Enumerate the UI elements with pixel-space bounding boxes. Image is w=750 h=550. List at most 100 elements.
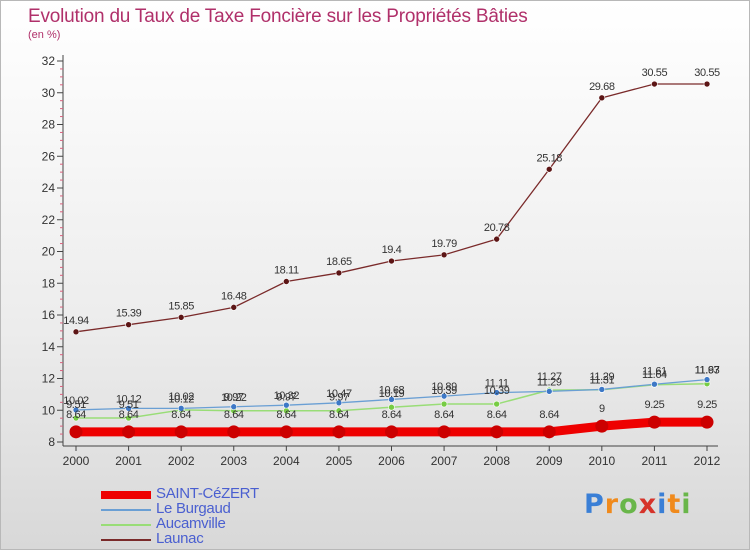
legend-item: Le Burgaud — [101, 500, 321, 517]
data-label-0: 8.64 — [119, 409, 139, 421]
data-point-2 — [440, 400, 448, 408]
data-point-0 — [332, 425, 346, 439]
data-label-1: 10.32 — [274, 390, 300, 402]
x-tick-label: 2009 — [536, 454, 563, 468]
data-point-3 — [440, 251, 448, 259]
x-tick-label: 2012 — [694, 454, 721, 468]
y-tick-label: 10 — [42, 403, 56, 417]
data-point-3 — [703, 80, 711, 88]
data-label-1: 11.31 — [589, 374, 614, 386]
data-point-2 — [335, 407, 343, 415]
y-tick-label: 32 — [42, 54, 56, 68]
chart-subtitle: (en %) — [28, 29, 61, 41]
y-tick-label: 26 — [42, 149, 56, 163]
data-point-3 — [177, 314, 185, 321]
data-label-2: 9.97 — [276, 392, 296, 404]
data-point-1 — [440, 392, 448, 400]
data-point-3 — [545, 165, 553, 173]
data-label-0: 8.64 — [171, 409, 191, 421]
data-label-3: 15.85 — [168, 300, 194, 312]
data-label-2: 9.97 — [329, 392, 349, 404]
data-point-1 — [335, 399, 343, 407]
data-point-1 — [125, 405, 132, 412]
y-tick-label: 20 — [42, 245, 56, 259]
data-label-0: 9.25 — [645, 399, 665, 411]
data-label-1: 10.12 — [168, 393, 194, 405]
data-point-1 — [703, 376, 711, 383]
legend-label: Launac — [156, 530, 204, 547]
data-point-1 — [388, 396, 395, 403]
data-point-0 — [174, 425, 188, 439]
data-label-3: 30.55 — [694, 67, 720, 79]
data-point-3 — [388, 257, 395, 265]
y-tick-label: 14 — [42, 340, 56, 354]
data-label-3: 14.94 — [63, 315, 89, 327]
data-label-0: 8.64 — [539, 409, 559, 421]
data-label-2: 10.19 — [379, 388, 405, 400]
data-label-3: 16.48 — [221, 290, 247, 302]
y-tick-label: 28 — [42, 118, 56, 132]
legend-swatch — [101, 524, 151, 526]
x-tick-label: 2011 — [642, 454, 668, 468]
data-label-2: 9.51 — [119, 399, 139, 411]
legend-label: Le Burgaud — [156, 500, 231, 517]
data-point-3 — [335, 269, 343, 277]
data-label-0: 8.64 — [434, 409, 454, 421]
data-point-1 — [651, 380, 658, 388]
data-label-1: 10.68 — [379, 384, 405, 396]
data-point-3 — [125, 321, 132, 328]
data-label-2: 9.51 — [66, 399, 86, 411]
data-point-1 — [283, 401, 290, 409]
data-label-0: 9 — [599, 403, 605, 415]
legend-item: Launac — [101, 530, 321, 547]
data-point-3 — [72, 328, 80, 336]
data-point-2 — [125, 414, 132, 422]
y-tick-label: 12 — [42, 372, 56, 386]
data-label-1: 11.29 — [537, 376, 562, 388]
y-tick-label: 24 — [42, 181, 56, 195]
data-point-0 — [595, 419, 609, 433]
legend-swatch — [101, 509, 151, 511]
y-tick-label: 8 — [48, 435, 55, 449]
legend-item: SAINT-CéZERT — [101, 485, 321, 502]
data-label-1: 10.89 — [431, 381, 457, 393]
data-label-0: 8.64 — [329, 409, 349, 421]
data-label-0: 8.64 — [66, 409, 86, 421]
logo-letter: x — [638, 489, 658, 520]
data-label-0: 8.64 — [276, 409, 296, 421]
data-label-3: 15.39 — [116, 308, 142, 320]
legend-swatch — [101, 491, 151, 499]
data-label-2: 11.67 — [695, 365, 720, 377]
x-tick-label: 2000 — [63, 454, 90, 468]
data-label-3: 18.65 — [326, 256, 352, 268]
y-tick-label: 18 — [42, 276, 56, 290]
data-label-0: 9.25 — [697, 399, 717, 411]
data-label-0: 8.64 — [382, 409, 402, 421]
logo-letter: r — [604, 489, 620, 520]
proxiti-logo: Proxiti — [584, 489, 692, 520]
data-label-3: 25.18 — [536, 152, 562, 164]
data-point-1 — [493, 389, 500, 396]
series-line-3 — [75, 83, 708, 333]
data-point-0 — [385, 425, 398, 439]
data-label-2: 10.39 — [431, 385, 457, 397]
x-tick-label: 2005 — [326, 454, 353, 468]
x-tick-label: 2007 — [431, 454, 458, 468]
data-label-3: 18.11 — [274, 265, 299, 277]
data-label-3: 29.68 — [589, 81, 615, 93]
data-point-0 — [647, 415, 661, 429]
x-tick-label: 2002 — [168, 454, 195, 468]
logo-letter: i — [681, 489, 692, 520]
data-label-0: 8.64 — [487, 409, 507, 421]
data-label-1: 10.47 — [326, 388, 352, 400]
data-label-2: 9.97 — [224, 392, 244, 404]
data-label-1: 11.11 — [485, 378, 509, 390]
x-tick-label: 2004 — [273, 454, 300, 468]
data-point-0 — [542, 425, 556, 439]
data-point-1 — [598, 386, 606, 393]
data-point-1 — [72, 406, 80, 414]
x-tick-label: 2003 — [220, 454, 247, 468]
y-tick-label: 16 — [42, 308, 56, 322]
